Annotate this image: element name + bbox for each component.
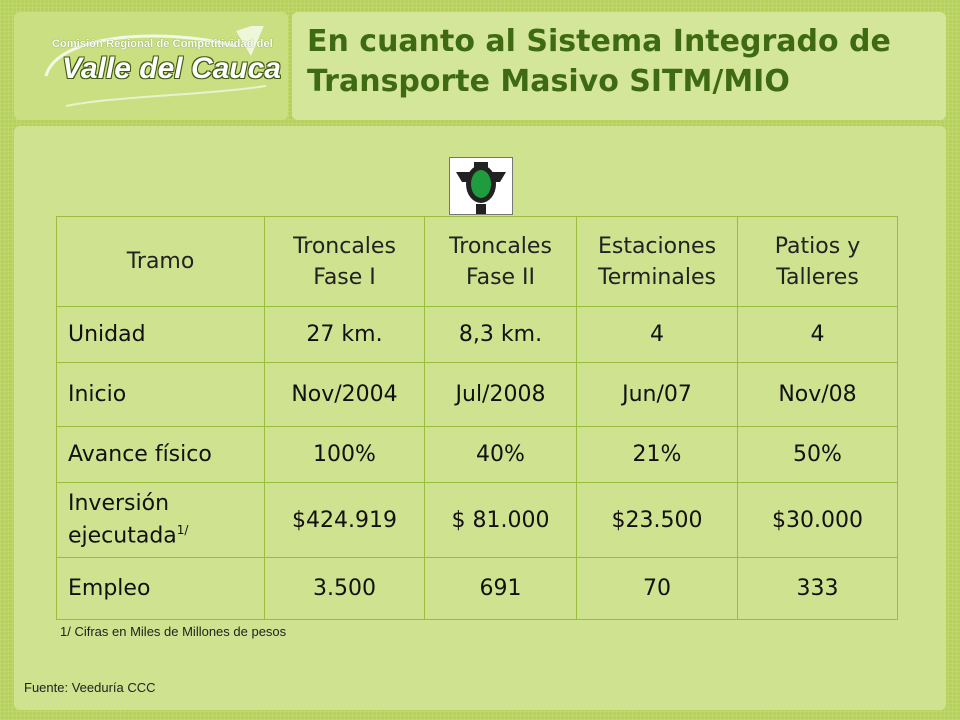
row-label: Inversión ejecutada1/ (56, 482, 265, 558)
data-table: Tramo Troncales Fase I Troncales Fase II… (56, 216, 898, 620)
table-row: Inicio Nov/2004 Jul/2008 Jun/07 Nov/08 (56, 362, 898, 427)
row-label: Avance físico (56, 426, 265, 483)
traffic-light-green-icon (449, 157, 513, 215)
table-cell: 691 (424, 557, 577, 620)
table-cell: 4 (737, 306, 898, 363)
table-cell: $30.000 (737, 482, 898, 558)
table-cell: 40% (424, 426, 577, 483)
table-row: Avance físico 100% 40% 21% 50% (56, 426, 898, 483)
table-row: Unidad 27 km. 8,3 km. 4 4 (56, 306, 898, 363)
table-cell: $424.919 (264, 482, 425, 558)
table-cell: $23.500 (576, 482, 738, 558)
header-cell: Patios y Talleres (737, 216, 898, 307)
logo-subtitle: Comisión Regional de Competitividad del (52, 38, 273, 50)
table-row: Inversión ejecutada1/ $424.919 $ 81.000 … (56, 482, 898, 558)
table-cell: Jul/2008 (424, 362, 577, 427)
table-cell: 27 km. (264, 306, 425, 363)
table-cell: 100% (264, 426, 425, 483)
footnote-marker: 1/ (176, 522, 189, 537)
row-label: Empleo (56, 557, 265, 620)
table-cell: Nov/2004 (264, 362, 425, 427)
logo-swoosh-icon (44, 26, 267, 107)
table-cell: Nov/08 (737, 362, 898, 427)
header-cell: Troncales Fase II (424, 216, 577, 307)
row-label: Unidad (56, 306, 265, 363)
table-cell: Jun/07 (576, 362, 738, 427)
header-cell: Tramo (56, 216, 265, 307)
table-cell: 3.500 (264, 557, 425, 620)
table-cell: 4 (576, 306, 738, 363)
table-header-row: Tramo Troncales Fase I Troncales Fase II… (56, 216, 898, 307)
row-label-text: Inversión ejecutada (68, 490, 177, 549)
table-cell: 70 (576, 557, 738, 620)
header-cell: Estaciones Terminales (576, 216, 738, 307)
table-cell: 50% (737, 426, 898, 483)
table-cell: 8,3 km. (424, 306, 577, 363)
row-label: Inicio (56, 362, 265, 427)
page-title: En cuanto al Sistema Integrado de Transp… (307, 24, 891, 99)
table-row: Empleo 3.500 691 70 333 (56, 557, 898, 620)
table-cell: 21% (576, 426, 738, 483)
source-note: Fuente: Veeduría CCC (24, 680, 156, 695)
table-cell: 333 (737, 557, 898, 620)
title-panel (292, 12, 946, 120)
table-cell: $ 81.000 (424, 482, 577, 558)
footnote: 1/ Cifras en Miles de Millones de pesos (60, 624, 287, 639)
header-cell: Troncales Fase I (264, 216, 425, 307)
logo-name: Valle del Cauca (62, 52, 281, 85)
